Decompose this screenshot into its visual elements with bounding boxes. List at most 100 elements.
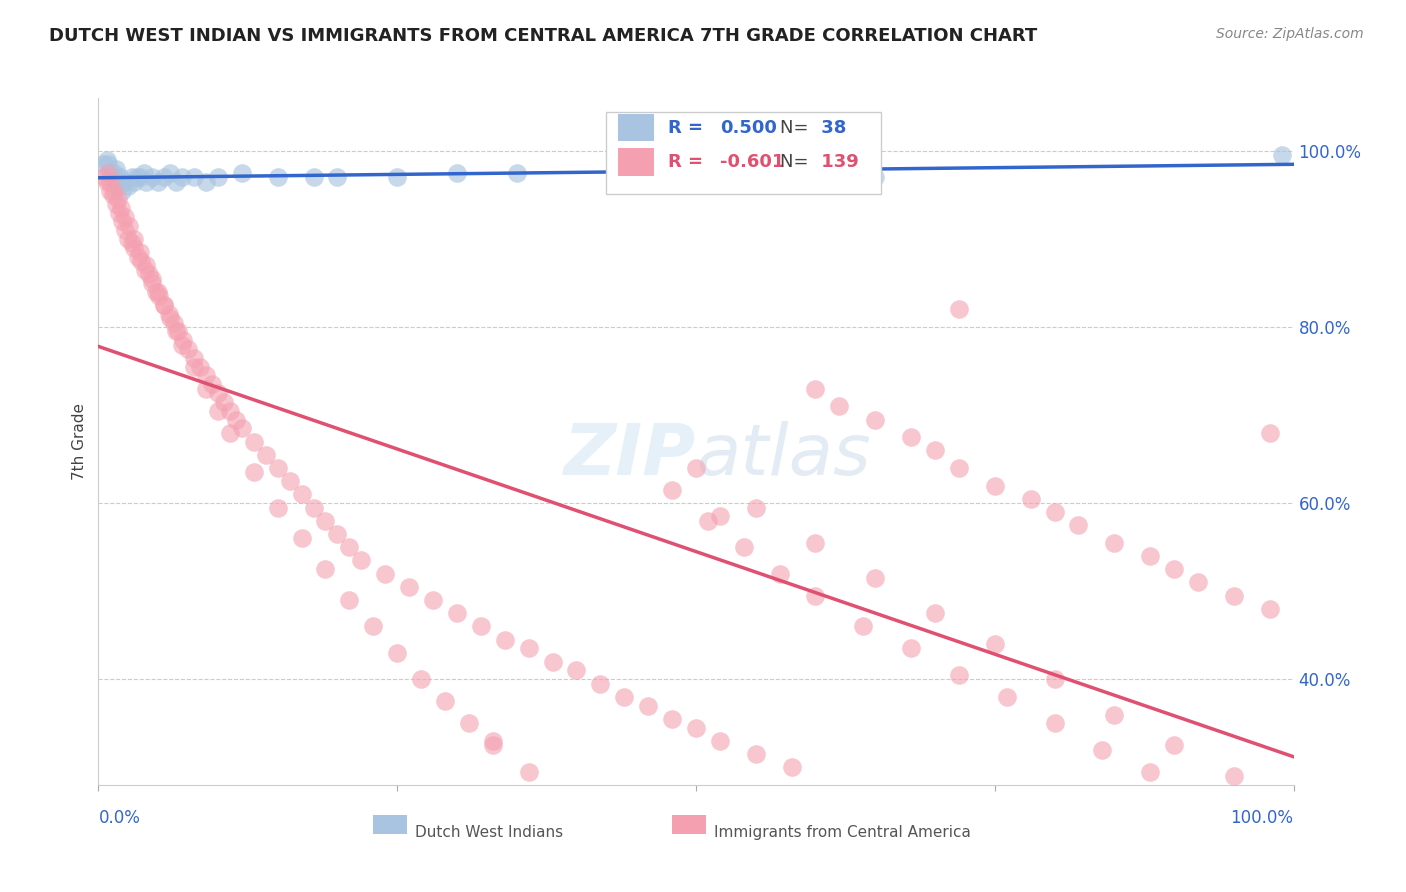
Point xyxy=(363,619,385,633)
Point xyxy=(177,342,200,356)
Text: atlas: atlas xyxy=(696,421,870,490)
Point xyxy=(481,734,505,748)
Point xyxy=(135,259,157,273)
Point xyxy=(924,443,946,458)
Point xyxy=(1104,536,1126,550)
Point xyxy=(135,175,157,189)
Point xyxy=(948,668,970,682)
Point xyxy=(118,219,141,233)
Point xyxy=(852,619,875,633)
Point xyxy=(97,157,120,171)
Point xyxy=(589,813,612,827)
Point xyxy=(114,223,136,237)
Point xyxy=(900,641,922,656)
Point xyxy=(709,509,731,524)
Point xyxy=(948,302,970,317)
Point xyxy=(315,562,337,576)
Point xyxy=(422,593,444,607)
Point xyxy=(243,466,266,480)
Point xyxy=(350,553,373,567)
Point xyxy=(1043,673,1066,687)
FancyBboxPatch shape xyxy=(374,815,406,834)
Point xyxy=(165,325,187,339)
Point xyxy=(121,236,143,251)
Point xyxy=(554,791,576,805)
Point xyxy=(804,536,827,550)
Point xyxy=(138,267,160,281)
Point xyxy=(494,632,516,647)
Point xyxy=(984,478,1007,492)
Point xyxy=(1091,743,1114,757)
Point xyxy=(745,500,768,515)
Point xyxy=(243,434,266,449)
Point xyxy=(103,184,125,198)
Point xyxy=(1043,505,1066,519)
Point xyxy=(804,382,827,396)
Point xyxy=(110,201,132,215)
Point xyxy=(697,514,720,528)
Point xyxy=(148,285,170,299)
Point xyxy=(661,483,683,497)
Point xyxy=(637,698,659,713)
Point xyxy=(231,421,253,435)
Point xyxy=(267,170,290,185)
Point xyxy=(291,487,314,501)
Point xyxy=(709,734,731,748)
Point xyxy=(804,589,827,603)
Point xyxy=(131,254,153,268)
Point xyxy=(98,175,122,189)
Point xyxy=(117,232,139,246)
Point xyxy=(183,359,205,374)
Point xyxy=(828,400,851,414)
Point xyxy=(105,196,128,211)
Text: DUTCH WEST INDIAN VS IMMIGRANTS FROM CENTRAL AMERICA 7TH GRADE CORRELATION CHART: DUTCH WEST INDIAN VS IMMIGRANTS FROM CEN… xyxy=(49,27,1038,45)
Point xyxy=(385,170,409,185)
Point xyxy=(278,474,301,488)
Point xyxy=(733,540,755,554)
Point xyxy=(1258,425,1281,440)
Point xyxy=(398,580,420,594)
Point xyxy=(613,690,636,704)
Point xyxy=(153,170,176,185)
Text: Immigrants from Central America: Immigrants from Central America xyxy=(714,825,970,839)
Point xyxy=(1223,769,1246,783)
Point xyxy=(101,188,124,202)
Point xyxy=(661,857,683,871)
Point xyxy=(1258,602,1281,616)
Point xyxy=(159,311,181,326)
Point xyxy=(302,170,325,185)
Point xyxy=(1163,562,1185,576)
Point xyxy=(145,285,167,299)
Point xyxy=(780,760,803,774)
Point xyxy=(481,739,505,753)
Point xyxy=(446,607,468,621)
Point xyxy=(107,205,129,219)
Point xyxy=(517,641,540,656)
Point xyxy=(124,175,146,189)
Point xyxy=(207,403,229,417)
Point xyxy=(157,307,180,321)
Point xyxy=(172,337,194,351)
Point xyxy=(107,175,129,189)
Point xyxy=(865,571,887,585)
Point xyxy=(768,566,790,581)
Point xyxy=(1139,549,1161,563)
Point xyxy=(148,175,170,189)
Point xyxy=(129,245,152,260)
Point xyxy=(411,673,433,687)
Point xyxy=(96,153,118,167)
Point xyxy=(153,298,176,312)
FancyBboxPatch shape xyxy=(606,112,882,194)
Point xyxy=(111,184,134,198)
Text: 0.0%: 0.0% xyxy=(98,809,141,827)
Point xyxy=(267,500,290,515)
Y-axis label: 7th Grade: 7th Grade xyxy=(72,403,87,480)
FancyBboxPatch shape xyxy=(619,114,654,142)
FancyBboxPatch shape xyxy=(619,148,654,176)
Point xyxy=(124,232,146,246)
Point xyxy=(124,241,146,255)
Point xyxy=(865,170,887,185)
Point xyxy=(111,214,134,228)
Point xyxy=(995,690,1018,704)
Text: 0.500: 0.500 xyxy=(720,119,776,136)
